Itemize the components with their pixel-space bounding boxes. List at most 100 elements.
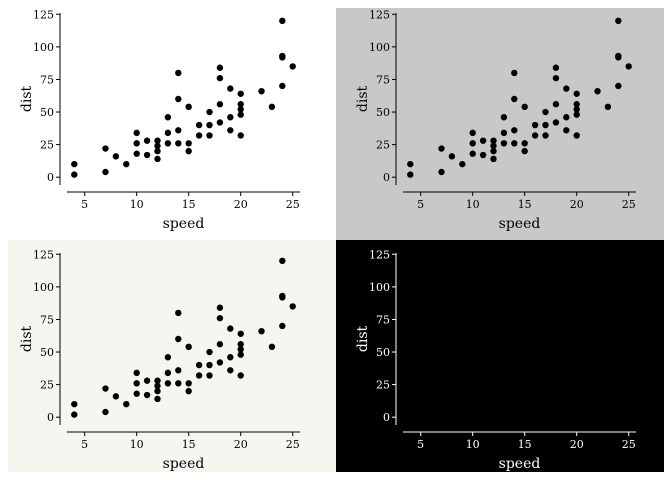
data-point — [143, 137, 151, 144]
data-point — [195, 372, 203, 379]
data-point — [133, 150, 140, 157]
y-tick-label: 125 — [33, 8, 54, 21]
data-point — [521, 380, 528, 387]
data-point — [206, 348, 213, 356]
data-point — [237, 341, 244, 348]
data-point — [552, 304, 560, 311]
data-point — [542, 121, 549, 129]
data-point — [279, 322, 286, 330]
x-tick-label: 25 — [286, 438, 300, 451]
data-point — [71, 411, 78, 418]
data-point — [479, 137, 487, 144]
data-point — [268, 103, 276, 111]
data-point — [195, 121, 203, 129]
data-point — [289, 63, 296, 70]
panel-background — [336, 8, 664, 240]
data-point — [102, 145, 109, 152]
data-point — [500, 140, 508, 147]
data-point — [123, 160, 130, 168]
data-point — [573, 330, 580, 337]
data-point — [206, 121, 213, 129]
data-point — [123, 400, 130, 408]
data-point — [154, 377, 161, 384]
data-point — [143, 151, 151, 159]
data-point — [594, 327, 601, 335]
data-point — [542, 132, 549, 139]
data-point — [216, 314, 224, 322]
data-point — [154, 137, 161, 144]
y-tick-label: 25 — [40, 139, 54, 152]
chart-panel-top-right: 5 10 15 20 25 0 25 50 75 100 125 speed dist — [336, 8, 664, 240]
y-axis-title: dist — [355, 326, 371, 353]
chart-panel-top-left: 5 10 15 20 25 0 25 50 75 100 125 speed dist — [0, 0, 336, 240]
data-point — [511, 69, 518, 77]
data-point — [289, 303, 296, 310]
y-axis-title: dist — [355, 86, 371, 113]
y-tick-label: 50 — [40, 346, 54, 359]
data-point — [542, 108, 549, 116]
data-point — [206, 372, 213, 379]
x-tick-label: 15 — [182, 438, 196, 451]
data-point — [237, 330, 244, 337]
y-tick-label: 25 — [376, 379, 390, 392]
data-point — [268, 343, 276, 351]
x-tick-label: 5 — [81, 198, 88, 211]
data-point — [175, 380, 182, 387]
data-point — [448, 393, 456, 400]
data-point — [102, 168, 109, 176]
data-point — [573, 101, 580, 108]
data-point — [490, 377, 497, 384]
x-tick-label: 15 — [518, 438, 532, 451]
x-tick-label: 5 — [417, 198, 424, 211]
data-point — [112, 393, 120, 400]
y-tick-label: 50 — [376, 106, 390, 119]
data-point — [573, 106, 580, 113]
x-tick-label: 10 — [130, 438, 144, 451]
data-point — [594, 87, 601, 95]
data-point — [490, 382, 497, 390]
data-point — [154, 155, 161, 163]
data-point — [511, 335, 518, 343]
data-point — [407, 400, 414, 408]
x-axis-title: speed — [163, 216, 205, 232]
y-axis-title: dist — [19, 326, 35, 353]
data-point — [500, 369, 508, 377]
y-tick-label: 75 — [40, 73, 54, 86]
data-point — [625, 63, 632, 70]
x-tick-label: 10 — [466, 198, 480, 211]
data-point — [563, 114, 570, 121]
data-point — [206, 108, 213, 116]
data-point — [185, 380, 192, 387]
data-point — [133, 129, 140, 137]
data-point — [542, 348, 549, 356]
y-tick-label: 0 — [383, 171, 390, 184]
data-point — [625, 303, 632, 310]
data-point — [175, 127, 182, 134]
data-point — [185, 147, 192, 155]
data-point — [164, 380, 172, 387]
data-point — [490, 147, 497, 155]
data-point — [573, 111, 580, 118]
data-point — [71, 171, 78, 178]
data-point — [279, 17, 286, 25]
data-point — [438, 168, 445, 176]
data-point — [552, 101, 560, 108]
data-point — [438, 385, 445, 392]
data-point — [573, 341, 580, 348]
data-point — [71, 160, 78, 168]
data-point — [175, 367, 182, 374]
x-tick-label: 25 — [286, 198, 300, 211]
data-point — [500, 114, 508, 121]
x-tick-label: 25 — [622, 438, 636, 451]
data-point — [521, 140, 528, 147]
data-point — [500, 354, 508, 361]
data-point — [604, 343, 612, 351]
data-point — [164, 369, 172, 377]
y-axis-title: dist — [19, 86, 35, 113]
y-tick-label: 0 — [383, 411, 390, 424]
x-tick-label: 20 — [234, 438, 248, 451]
panel-background — [336, 240, 664, 472]
data-point — [531, 372, 539, 379]
data-point — [542, 361, 549, 369]
data-point — [164, 114, 172, 121]
